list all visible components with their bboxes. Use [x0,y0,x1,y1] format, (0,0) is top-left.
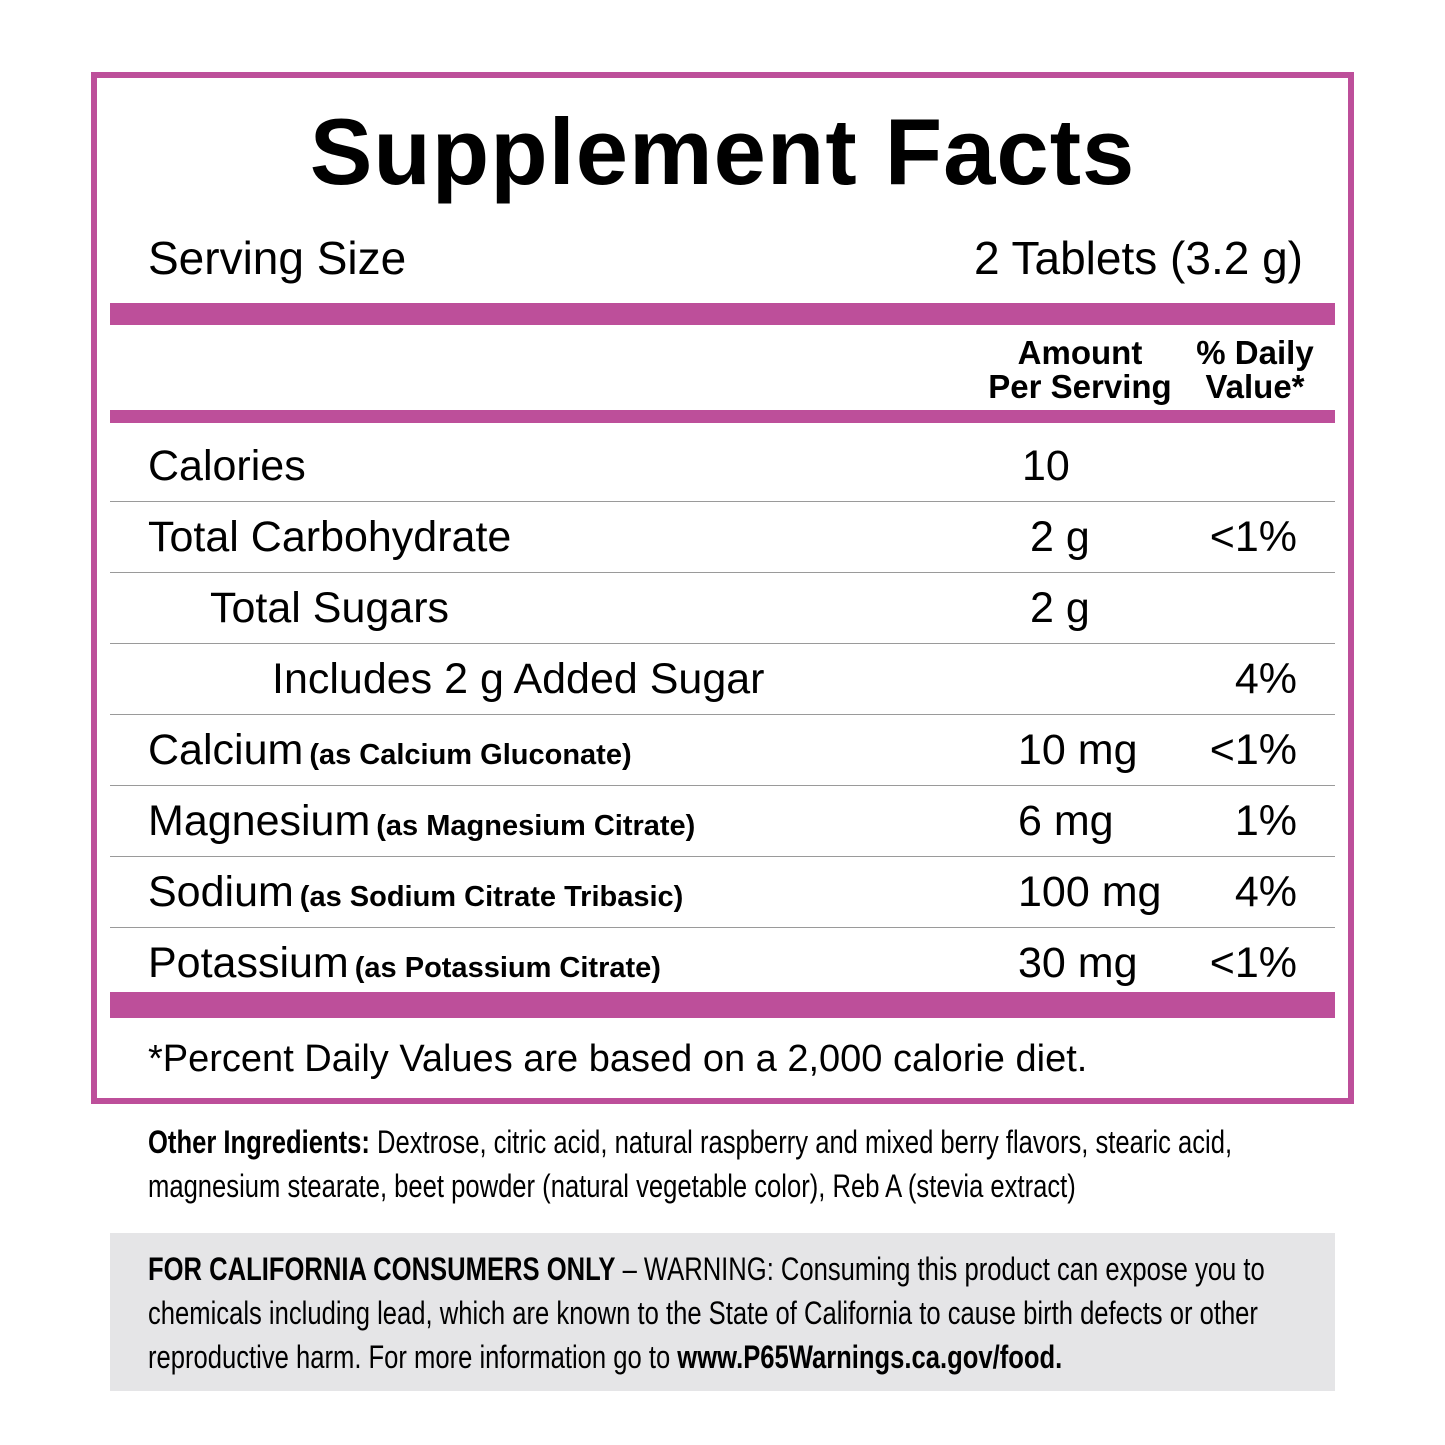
nutrient-dv: 4% [1234,655,1297,703]
serving-size-value: 2 Tablets (3.2 g) [973,232,1303,284]
dv-header-line2: Value* [1205,368,1305,405]
amount-header-line1: Amount [1017,334,1143,371]
other-ingredients: Other Ingredients: Dextrose, citric acid… [148,1120,1328,1208]
table-row: Potassium (as Potassium Citrate) 30 mg <1… [110,928,1335,998]
divider-medium [110,410,1335,423]
nutrient-amount: 2 g [1030,584,1090,632]
nutrient-dv: <1% [1209,726,1297,774]
nutrient-amount: 2 g [1030,513,1090,561]
table-row: Total Carbohydrate 2 g <1% [110,502,1335,573]
divider-thick-bottom [110,992,1335,1018]
table-row: Sodium (as Sodium Citrate Tribasic) 100 m… [110,857,1335,928]
facts-panel-border [91,72,1354,1104]
nutrient-source: (as Calcium Gluconate) [309,739,632,771]
amount-header-line2: Per Serving [988,368,1172,405]
nutrient-source: (as Sodium Citrate Tribasic) [299,881,684,913]
nutrient-name: Total Sugars [210,584,450,632]
table-row: Magnesium (as Magnesium Citrate) 6 mg 1% [110,786,1335,857]
nutrient-name: Includes 2 g Added Sugar [272,655,765,703]
divider-thick [110,303,1335,325]
nutrient-name: Sodium [148,868,294,916]
nutrient-dv: <1% [1209,939,1297,987]
nutrient-source: (as Potassium Citrate) [354,952,661,984]
nutrient-amount: 6 mg [1018,797,1114,845]
table-row: Total Sugars 2 g [110,573,1335,644]
nutrient-dv: <1% [1209,513,1297,561]
nutrient-dv: 1% [1234,797,1297,845]
page-title: Supplement Facts [309,99,1136,204]
serving-size-label: Serving Size [148,232,407,284]
daily-value-footnote: *Percent Daily Values are based on a 2,0… [148,1038,1088,1080]
nutrient-name: Total Carbohydrate [148,513,512,561]
warning-text: – WARNING: Consuming this product can ex… [148,1251,1265,1375]
prop65-warning-box: FOR CALIFORNIA CONSUMERS ONLY – WARNING:… [110,1233,1335,1391]
prop65-link[interactable]: www.P65Warnings.ca.gov/food. [677,1339,1063,1375]
dv-column-header: % Daily Value* [1185,336,1325,404]
nutrient-name: Calories [148,442,306,490]
amount-column-header: Amount Per Serving [980,336,1180,404]
nutrient-amount: 10 [1022,442,1070,490]
nutrient-dv: 4% [1234,868,1297,916]
nutrient-amount: 30 mg [1018,939,1138,987]
other-ingredients-text: Dextrose, citric acid, natural raspberry… [148,1124,1233,1204]
nutrient-name: Calcium [148,726,304,774]
table-row: Calcium (as Calcium Gluconate) 10 mg <1% [110,715,1335,786]
table-row: Includes 2 g Added Sugar 4% [110,644,1335,715]
other-ingredients-label: Other Ingredients: [148,1124,370,1160]
dv-header-line1: % Daily [1196,334,1314,371]
nutrient-amount: 100 mg [1018,868,1162,916]
nutrient-name: Magnesium [148,797,371,845]
nutrient-source: (as Magnesium Citrate) [376,810,696,842]
table-row: Calories 10 [110,431,1335,502]
nutrient-name: Potassium [148,939,349,987]
warning-label: FOR CALIFORNIA CONSUMERS ONLY [148,1251,616,1287]
nutrient-amount: 10 mg [1018,726,1138,774]
